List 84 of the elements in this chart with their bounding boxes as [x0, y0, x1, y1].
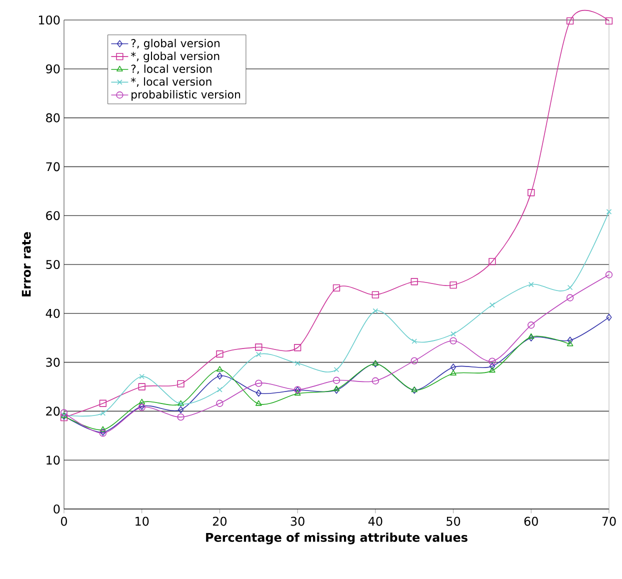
x-tick-label: 30	[290, 516, 304, 526]
point	[606, 209, 612, 214]
point	[332, 376, 340, 384]
point	[216, 400, 224, 407]
point	[450, 337, 457, 344]
legend-label: *, local version	[130, 77, 212, 87]
point	[100, 426, 106, 432]
y-tick-label: 30	[46, 358, 60, 367]
point	[178, 406, 184, 414]
point	[177, 380, 184, 388]
point	[566, 17, 574, 25]
y-tick-label: 100	[38, 15, 60, 25]
point	[216, 372, 223, 380]
point	[489, 362, 496, 370]
point	[528, 334, 534, 342]
legend-label: probabilistic version	[132, 90, 240, 101]
point	[450, 281, 457, 289]
point	[138, 398, 146, 404]
point	[605, 271, 613, 278]
point	[567, 336, 573, 344]
point	[216, 350, 224, 358]
point	[372, 377, 380, 384]
point	[410, 278, 418, 286]
y-axis-title: Error rate	[22, 232, 31, 296]
point	[528, 189, 535, 196]
point	[255, 344, 262, 351]
point	[256, 390, 262, 397]
point	[528, 282, 534, 288]
y-tick-label: 90	[46, 64, 60, 74]
point	[334, 386, 340, 394]
point	[99, 400, 107, 407]
legend-label: *, global version	[130, 52, 220, 62]
legend-label: ?, global version	[131, 38, 220, 50]
point	[60, 409, 68, 416]
point	[566, 340, 574, 346]
point	[217, 387, 222, 392]
point	[450, 331, 456, 337]
point	[412, 338, 418, 344]
y-tick-label: 50	[46, 260, 60, 270]
point	[566, 294, 574, 302]
point	[410, 357, 418, 364]
point	[138, 383, 146, 390]
point	[567, 284, 573, 290]
x-tick-label: 0	[60, 516, 68, 526]
x-axis-title: Percentage of missing attribute values	[206, 532, 468, 544]
point	[333, 386, 340, 392]
x-tick-label: 20	[212, 516, 227, 526]
y-tick-label: 0	[54, 504, 60, 514]
x-tick-label: 60	[524, 516, 538, 526]
legend-label: ?, local version	[131, 64, 212, 74]
point	[372, 308, 378, 314]
point	[488, 258, 496, 266]
point	[528, 333, 534, 339]
y-tick-label: 10	[46, 456, 60, 465]
point	[489, 367, 496, 373]
y-tick-label: 70	[46, 162, 60, 172]
point	[294, 390, 301, 396]
point	[334, 366, 340, 372]
point	[605, 17, 613, 25]
point	[256, 352, 262, 358]
y-tick-label: 40	[46, 308, 60, 318]
point	[488, 358, 496, 365]
y-tick-label: 60	[46, 211, 60, 220]
x-tick-label: 10	[136, 516, 149, 526]
point	[450, 364, 456, 371]
point	[372, 291, 380, 298]
point	[294, 360, 300, 366]
y-tick-label: 20	[46, 406, 60, 416]
point	[216, 366, 223, 372]
point	[528, 322, 535, 329]
point	[450, 370, 456, 376]
point	[177, 413, 184, 421]
point	[255, 400, 262, 406]
y-tick-label: 80	[46, 113, 60, 122]
point	[139, 374, 145, 380]
point	[490, 302, 495, 308]
point	[255, 380, 262, 387]
x-tick-label: 50	[446, 516, 460, 526]
point	[332, 284, 340, 292]
point	[294, 344, 302, 352]
x-tick-label: 70	[602, 516, 616, 526]
x-tick-label: 40	[368, 516, 382, 526]
point	[606, 314, 612, 321]
point	[100, 410, 106, 416]
